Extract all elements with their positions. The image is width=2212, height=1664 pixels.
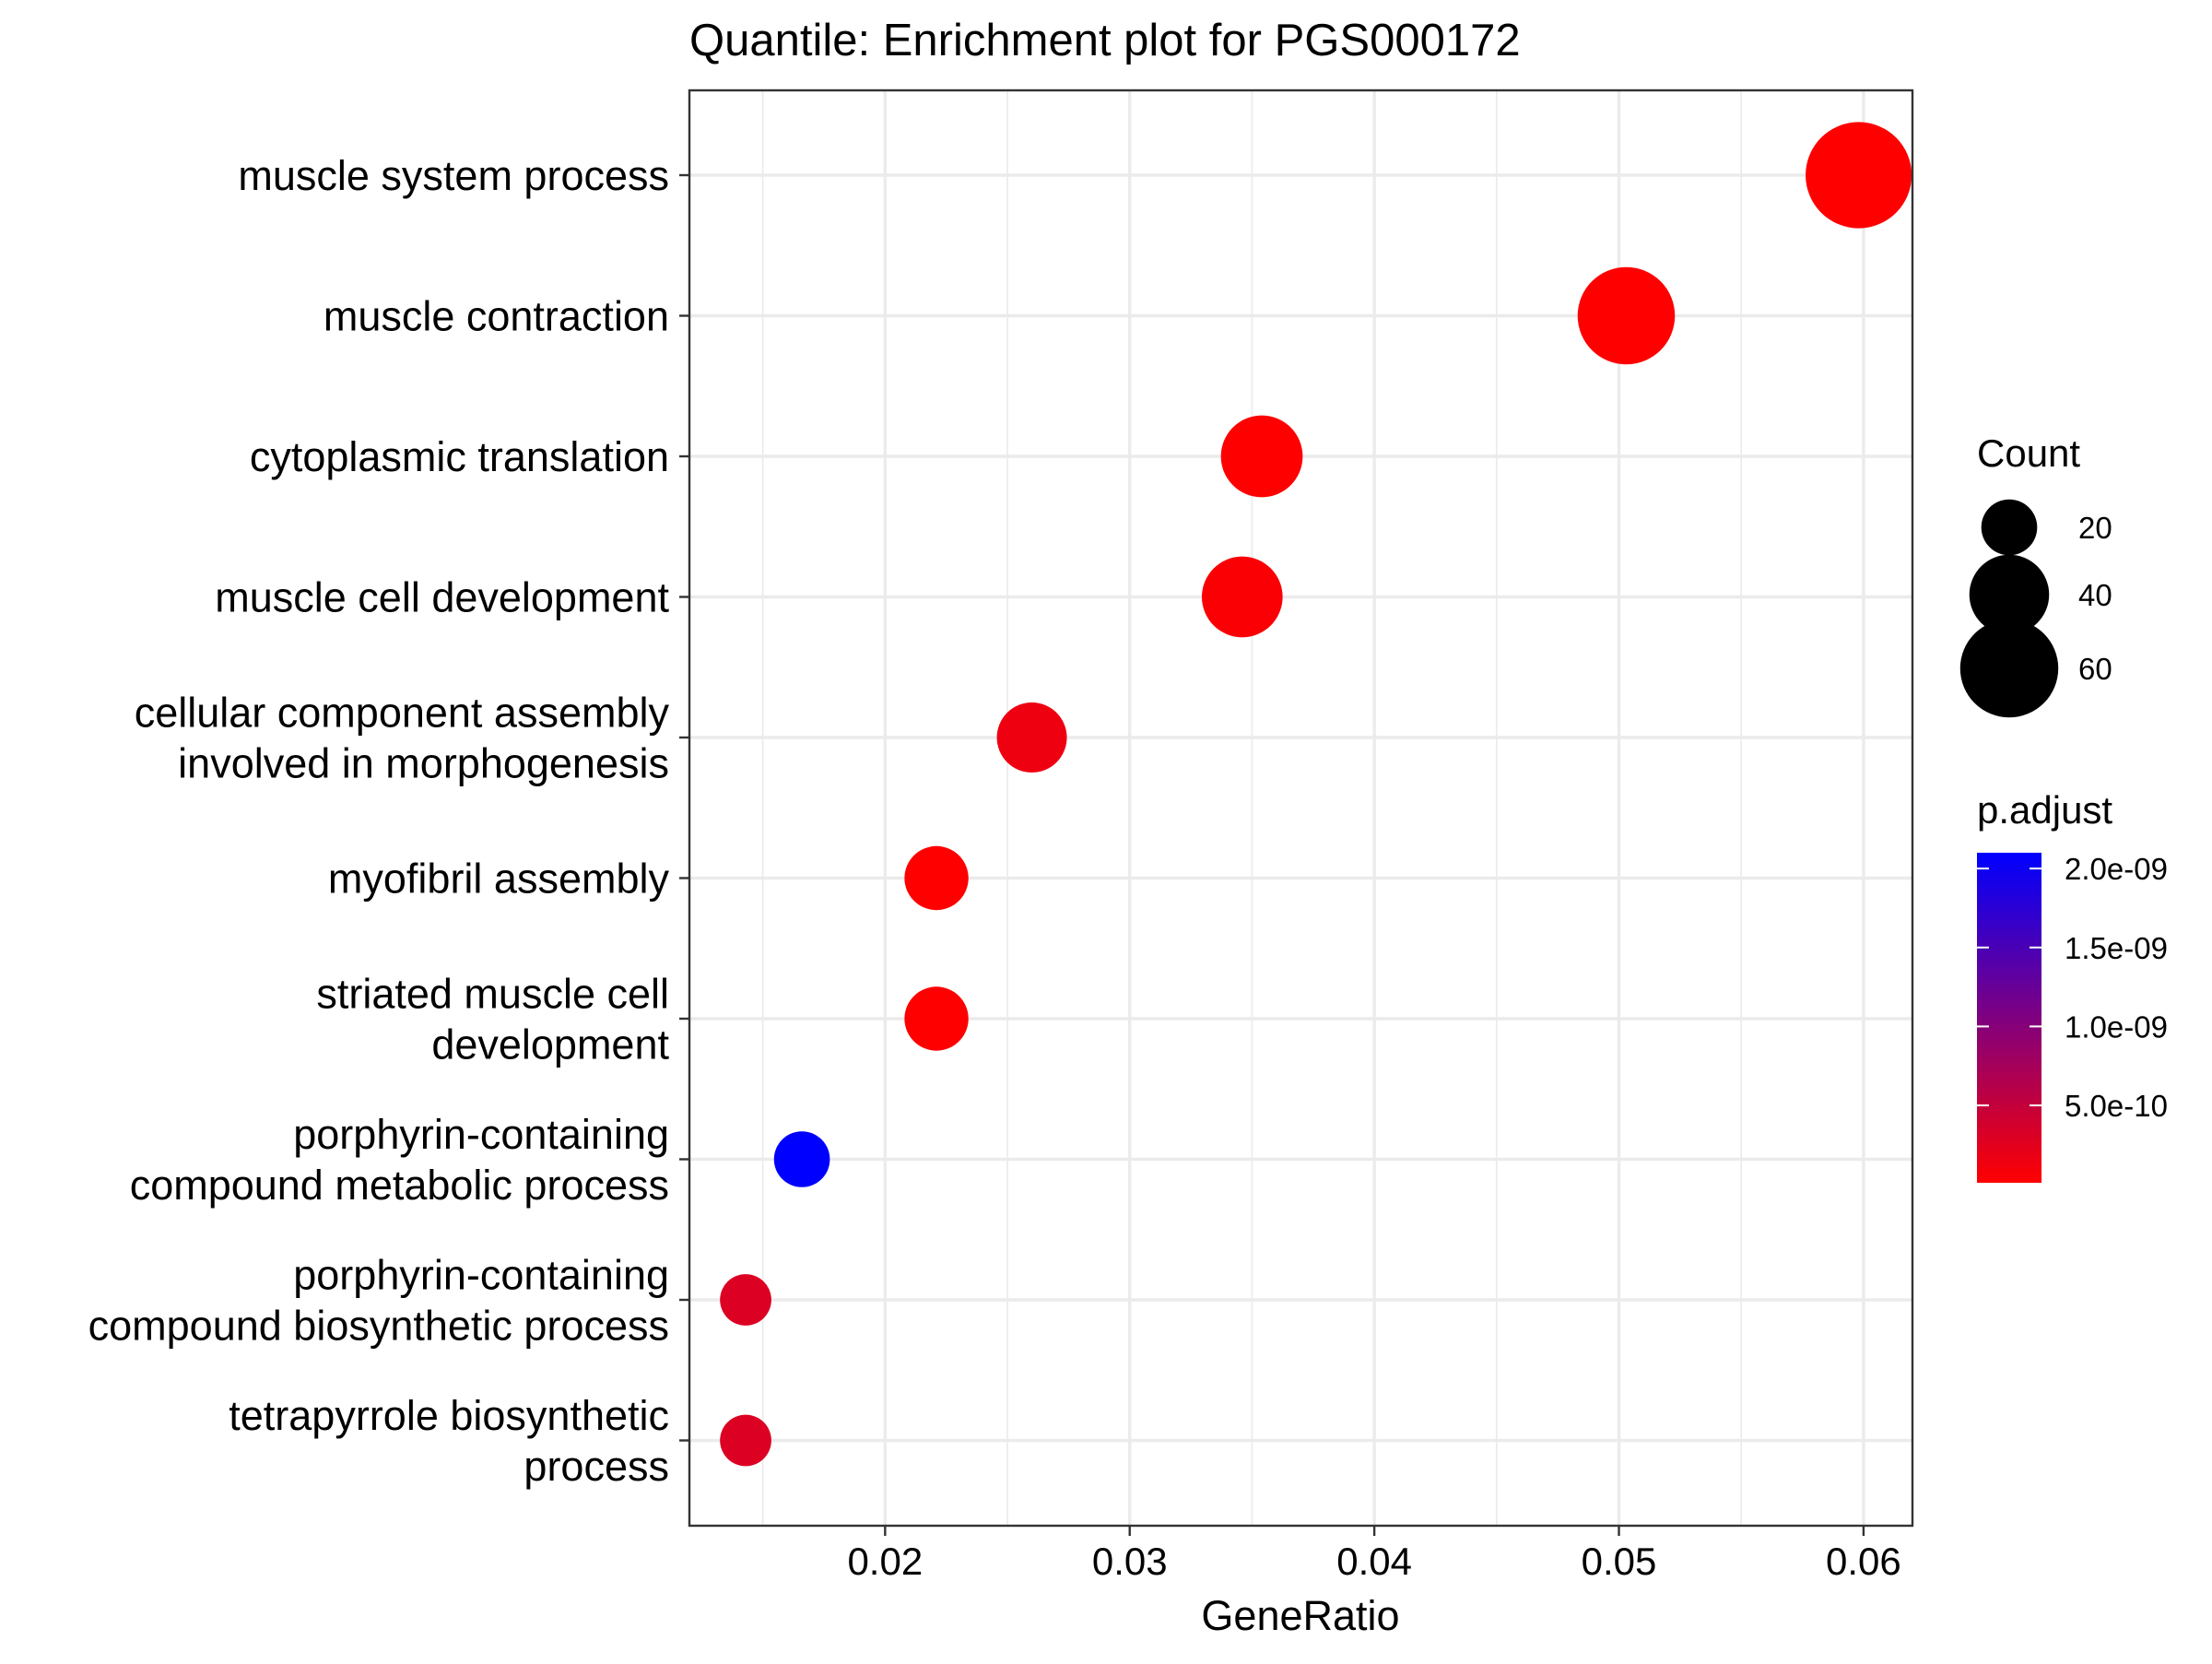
- y-term-label: muscle system process: [238, 152, 669, 199]
- legend-size-dot: [1981, 499, 2038, 556]
- y-term-label: myofibril assembly: [328, 856, 670, 903]
- legend-p-adjust: p.adjust 2.0e-09 1.5e-09 1.0e-09 5.0e-10: [1977, 788, 2168, 1183]
- y-term-label: tetrapyrrole biosynthetic process: [229, 1392, 669, 1490]
- data-point: [1220, 415, 1303, 498]
- x-axis-title: GeneRatio: [1201, 1592, 1399, 1639]
- legend-size-dot: [1959, 619, 2059, 718]
- legend-colorbar-label: 1.5e-09: [2065, 931, 2168, 965]
- legend-count-title: Count: [1977, 431, 2080, 475]
- y-term-label: porphyrin-containing compound metabolic p…: [130, 1111, 669, 1209]
- data-point: [720, 1414, 771, 1467]
- legend-colorbar-label: 1.0e-09: [2065, 1009, 2168, 1044]
- data-point: [1201, 556, 1283, 638]
- data-point: [720, 1274, 771, 1326]
- chart-title: Quantile: Enrichment plot for PGS000172: [689, 16, 1521, 65]
- data-point: [1806, 122, 1912, 229]
- y-axis: muscle system process muscle contraction c…: [88, 152, 689, 1490]
- x-tick-label: 0.03: [1092, 1540, 1168, 1583]
- grid-lines: [689, 90, 1912, 1526]
- y-term-label: striated muscle cell development: [316, 971, 669, 1068]
- legend-size-label: 40: [2078, 578, 2112, 612]
- data-point: [904, 986, 969, 1051]
- legend-colorbar: [1977, 853, 2041, 1183]
- y-term-label: cytoplasmic translation: [250, 433, 669, 480]
- x-tick-label: 0.04: [1336, 1540, 1412, 1583]
- x-tick-label: 0.05: [1582, 1540, 1657, 1583]
- data-point: [773, 1131, 830, 1187]
- x-tick-label: 0.06: [1826, 1540, 1901, 1583]
- legend-colorbar-label: 2.0e-09: [2065, 852, 2168, 886]
- legend-size-label: 60: [2078, 652, 2112, 686]
- y-term-label: cellular component assembly involved in m…: [135, 690, 670, 787]
- data-point: [904, 845, 969, 911]
- data-points: [720, 122, 1912, 1467]
- x-tick-label: 0.02: [847, 1540, 923, 1583]
- legend-p-adjust-title: p.adjust: [1977, 788, 2112, 832]
- y-term-label: muscle contraction: [324, 293, 669, 340]
- legend-size-label: 20: [2078, 511, 2112, 545]
- data-point: [996, 702, 1067, 773]
- data-point: [1577, 266, 1676, 365]
- y-term-label: muscle cell development: [215, 574, 669, 621]
- x-axis: 0.02 0.03 0.04 0.05 0.06: [847, 1526, 1901, 1583]
- legend-colorbar-label: 5.0e-10: [2065, 1089, 2168, 1123]
- plot-panel-border: [688, 89, 1914, 1528]
- y-term-label: porphyrin-containing compound biosyntheti…: [88, 1252, 669, 1350]
- legend-size-dot: [1969, 554, 2050, 635]
- legend-count: Count 20 40 60: [1959, 431, 2112, 718]
